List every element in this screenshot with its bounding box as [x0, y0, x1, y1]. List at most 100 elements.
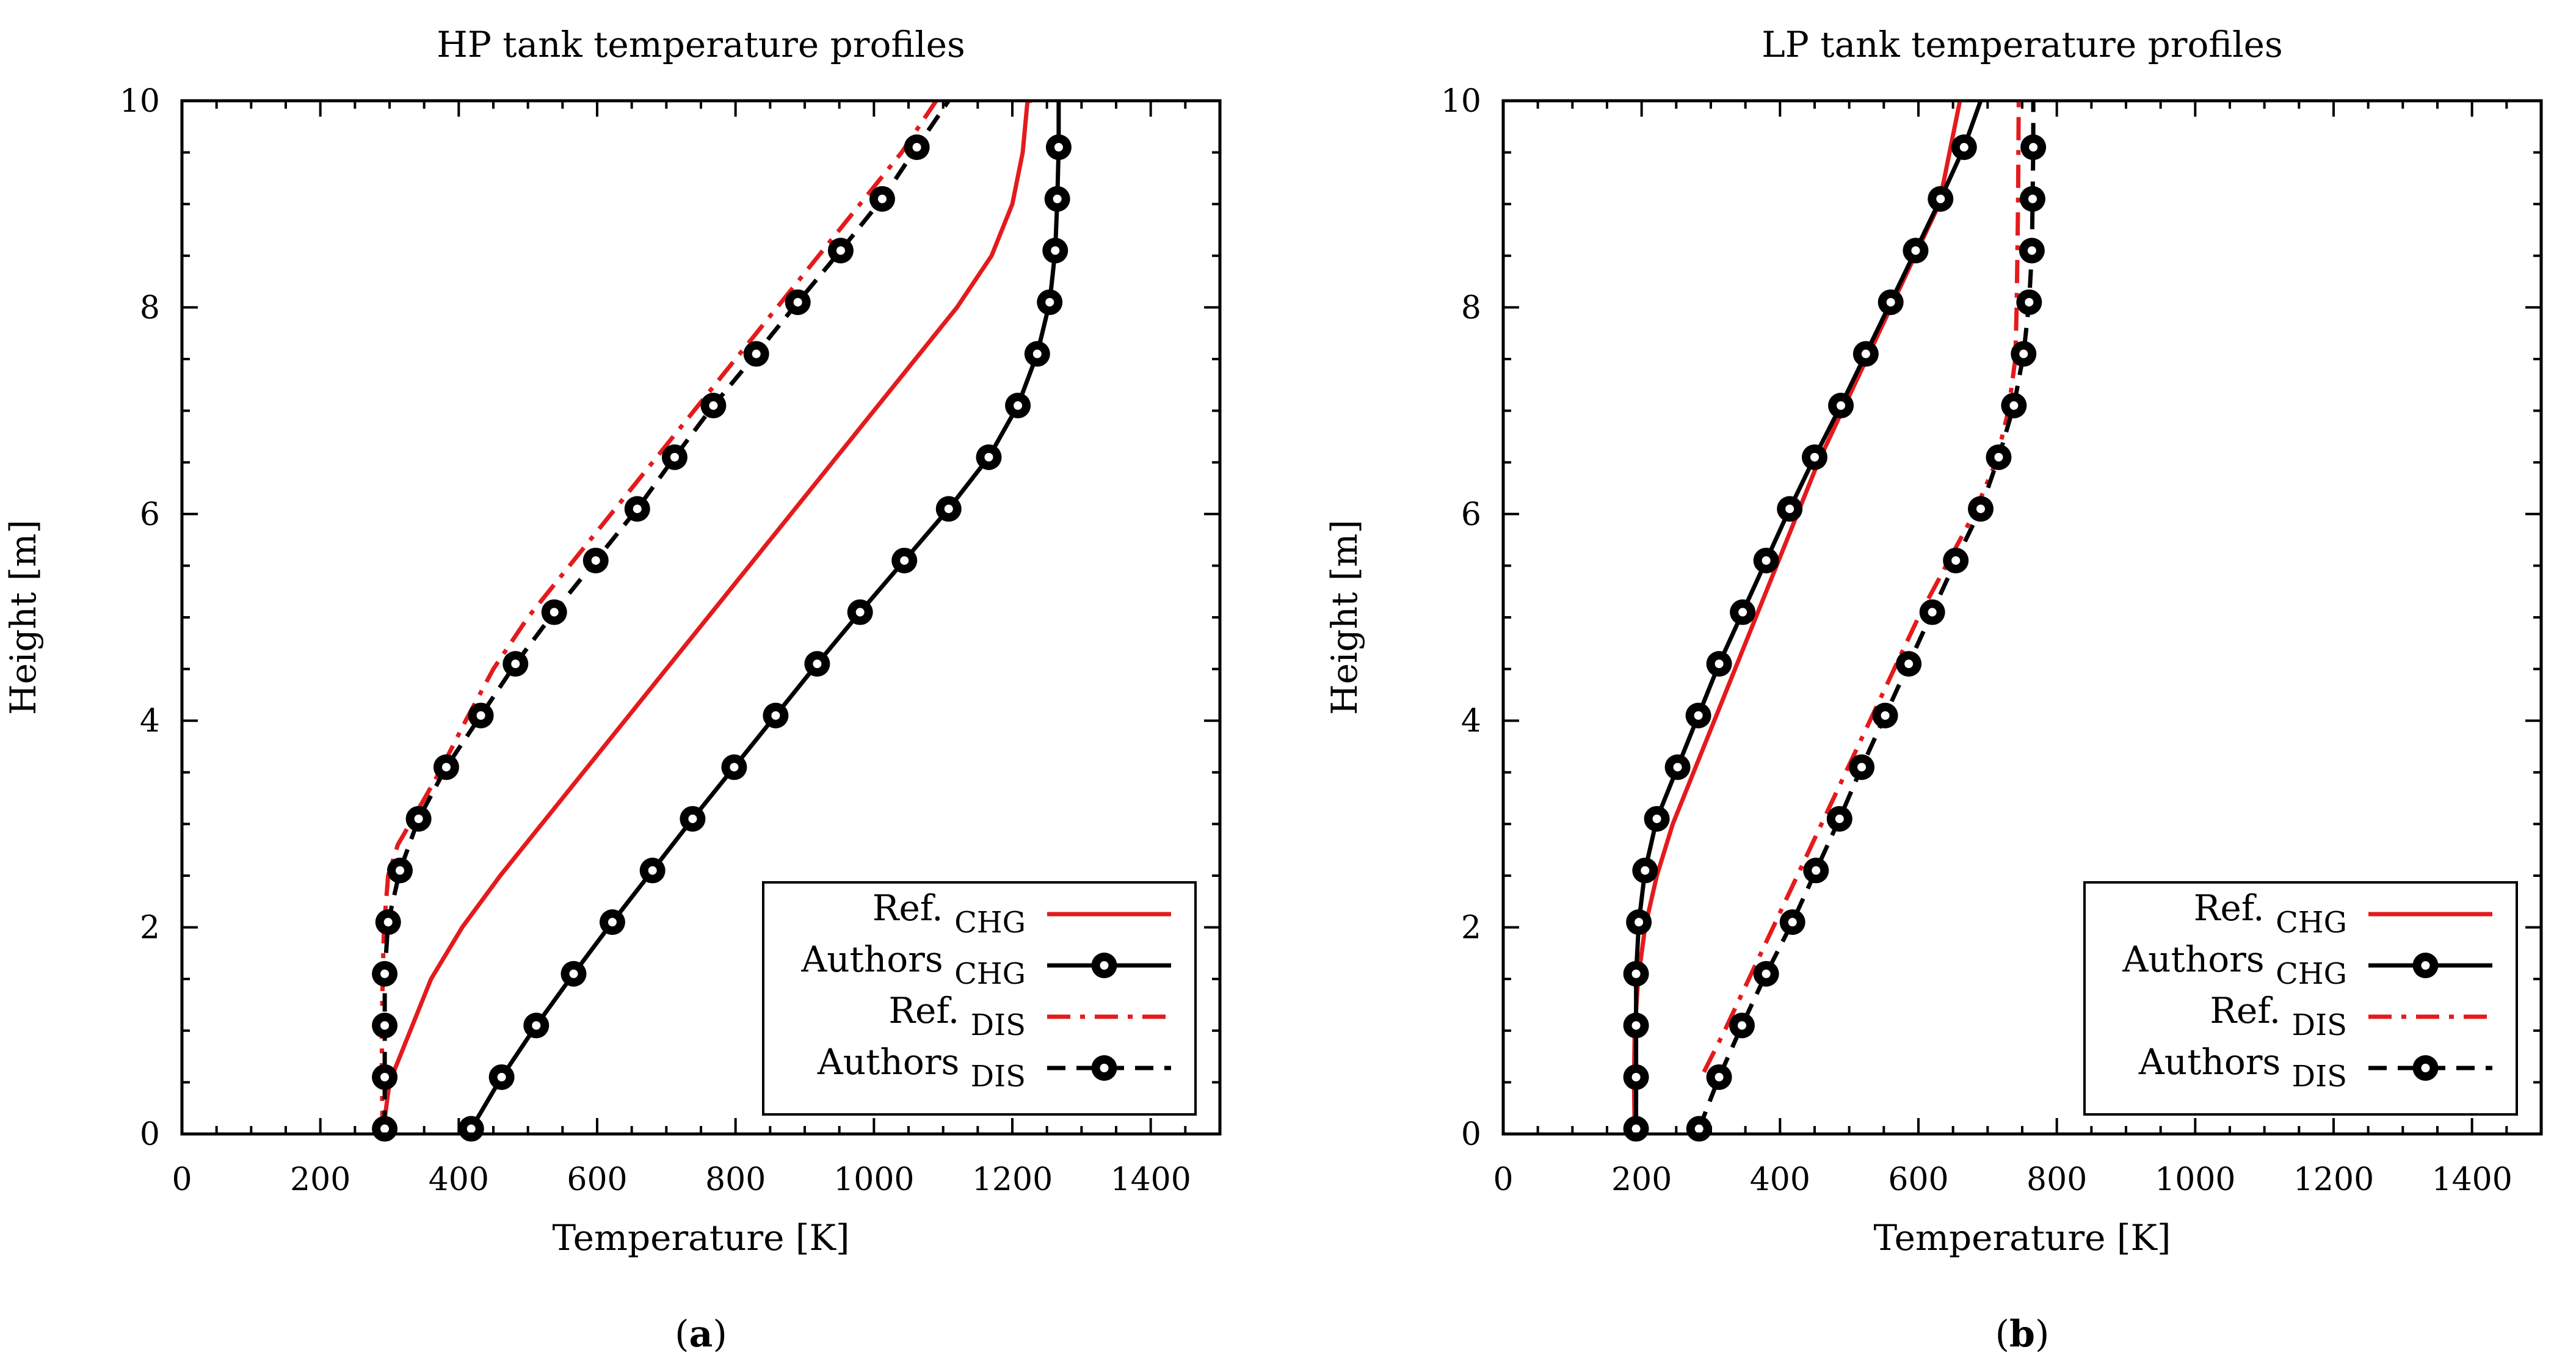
data-point-center: [1694, 1124, 1703, 1133]
x-tick-label: 400: [429, 1161, 489, 1198]
data-point-center: [1051, 246, 1060, 255]
series-line-ref-dis: [1702, 101, 2021, 1074]
y-tick-label: 2: [140, 910, 160, 946]
data-point-center: [1054, 143, 1063, 152]
legend-series-name: Authors: [2122, 939, 2276, 980]
panel-label: (b): [1995, 1313, 2050, 1356]
legend-series-name: Ref.: [2194, 887, 2276, 929]
x-tick-label: 1000: [833, 1161, 914, 1198]
plot-frame: [180, 99, 1222, 1136]
data-point-center: [383, 918, 393, 927]
data-point-center: [1785, 504, 1794, 514]
legend-label: Authors CHG: [800, 939, 1026, 991]
data-point-center: [1936, 194, 1945, 203]
y-tick-label: 10: [120, 83, 160, 120]
data-point-center: [380, 1072, 390, 1081]
x-tick-label: 1200: [972, 1161, 1053, 1198]
legend-marker-center: [1100, 1064, 1109, 1072]
legend-label: Authors CHG: [2122, 939, 2347, 991]
data-point-center: [1857, 763, 1867, 772]
plot-frame: [1501, 99, 2543, 1136]
y-tick-label: 4: [1461, 703, 1481, 739]
legend-series-name: Authors: [800, 939, 954, 980]
data-point-center: [1761, 556, 1771, 565]
data-point-center: [900, 556, 909, 565]
data-point-center: [1881, 711, 1890, 720]
data-point-center: [497, 1072, 506, 1081]
data-point-center: [608, 918, 617, 927]
data-point-center: [1014, 401, 1023, 410]
legend-label: Authors DIS: [2138, 1041, 2347, 1094]
data-point-center: [2019, 349, 2028, 358]
x-tick-label: 1000: [2155, 1161, 2235, 1198]
chart-title: HP tank temperature profiles: [437, 24, 965, 65]
panel-label-letter: b: [2009, 1313, 2035, 1356]
data-point-center: [466, 1124, 476, 1133]
data-point-center: [1714, 659, 1724, 669]
x-axis-label: Temperature [K]: [1874, 1217, 2171, 1259]
legend-series-name: Ref.: [2210, 990, 2291, 1031]
legend-label: Authors DIS: [817, 1041, 1026, 1094]
y-tick-label: 10: [1441, 83, 1481, 120]
data-point-center: [1738, 608, 1747, 617]
x-tick-label: 200: [1611, 1161, 1672, 1198]
x-tick-label: 0: [1493, 1161, 1513, 1198]
data-point-center: [813, 659, 822, 669]
data-point-center: [1812, 866, 1821, 875]
x-tick-label: 400: [1750, 1161, 1810, 1198]
x-tick-label: 800: [2026, 1161, 2087, 1198]
panel-label-paren: ): [713, 1313, 727, 1356]
data-point-center: [2009, 401, 2019, 410]
data-point-center: [752, 349, 761, 358]
data-point-center: [633, 504, 642, 514]
legend-label: Ref. DIS: [888, 990, 1026, 1042]
panel-label: (a): [675, 1313, 727, 1356]
data-point-center: [1788, 918, 1797, 927]
y-tick-label: 2: [1461, 910, 1481, 946]
y-tick-label: 8: [1461, 289, 1481, 326]
data-point-center: [793, 297, 802, 307]
legend-series-subscript: CHG: [954, 957, 1026, 991]
data-point-center: [1714, 1072, 1724, 1081]
data-point-center: [396, 866, 404, 875]
data-point-center: [771, 711, 780, 720]
legend-marker-center: [2421, 1064, 2430, 1072]
data-point-center: [476, 711, 485, 720]
y-tick-label: 8: [140, 289, 160, 326]
data-point-center: [380, 1124, 390, 1133]
data-point-center: [670, 452, 679, 462]
data-point-center: [912, 143, 921, 152]
data-point-center: [380, 1021, 390, 1030]
data-point-center: [1631, 1072, 1641, 1081]
data-point-center: [2025, 297, 2034, 307]
y-axis-label: Height [m]: [2, 520, 44, 715]
legend-series-subscript: DIS: [971, 1059, 1026, 1094]
legend-series-subscript: DIS: [2292, 1008, 2347, 1042]
chart-panel-a: HP tank temperature profiles Temperature …: [2, 24, 1222, 1356]
chart-title: LP tank temperature profiles: [1761, 24, 2282, 65]
data-point-center: [1032, 349, 1042, 358]
data-point-center: [1053, 194, 1062, 203]
data-point-center: [1861, 349, 1870, 358]
x-tick-label: 600: [567, 1161, 627, 1198]
x-tick-label: 1400: [2431, 1161, 2512, 1198]
data-point-center: [1631, 1124, 1641, 1133]
data-point-center: [648, 866, 657, 875]
data-point-center: [511, 659, 520, 669]
data-point-center: [984, 452, 993, 462]
legend-series-subscript: CHG: [954, 906, 1026, 940]
y-tick-label: 4: [140, 703, 160, 739]
x-tick-label: 1200: [2293, 1161, 2374, 1198]
x-tick-label: 200: [290, 1161, 350, 1198]
data-point-center: [1641, 866, 1650, 875]
data-point-center: [1886, 297, 1895, 307]
legend-series-name: Ref.: [873, 887, 954, 929]
series-group: [1631, 101, 2036, 1134]
data-point-center: [441, 763, 451, 772]
data-point-center: [1631, 1021, 1641, 1030]
x-tick-label: 600: [1888, 1161, 1948, 1198]
x-axis-label: Temperature [K]: [553, 1217, 850, 1259]
legend-series-subscript: DIS: [2292, 1059, 2347, 1094]
x-tick-label: 1400: [1110, 1161, 1191, 1198]
